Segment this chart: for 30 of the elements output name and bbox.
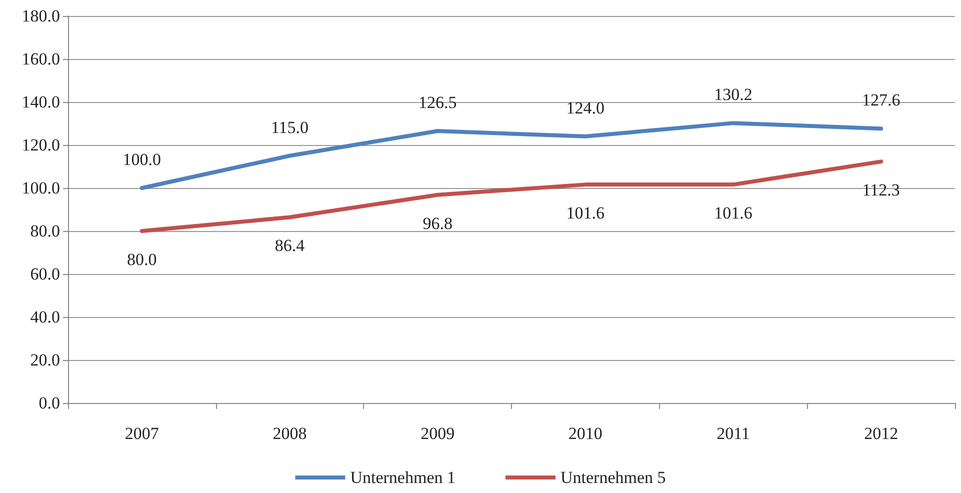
x-tick-label: 2012: [864, 424, 898, 443]
data-label: 96.8: [422, 214, 452, 233]
y-tick-label: 80.0: [30, 222, 60, 240]
y-tick-label: 20.0: [30, 350, 60, 370]
data-label: 127.6: [862, 90, 900, 110]
x-tick-label: 2007: [124, 424, 160, 443]
data-label: 80.0: [127, 250, 157, 269]
y-tick-label: 40.0: [30, 308, 60, 326]
y-tick-label: 180.0: [22, 6, 60, 26]
data-label: 126.5: [418, 93, 457, 112]
y-tick-label: 140.0: [22, 92, 60, 112]
data-label: 115.0: [270, 118, 309, 137]
data-label: 112.3: [862, 180, 900, 200]
data-label: 124.0: [566, 98, 605, 118]
legend-label: Unternehmen 1: [350, 468, 456, 487]
data-label: 130.2: [714, 85, 752, 104]
y-tick-label: 120.0: [22, 136, 60, 154]
data-label: 101.6: [714, 204, 752, 223]
y-tick-label: 0.0: [38, 394, 60, 412]
data-label: 100.0: [122, 150, 162, 169]
x-tick-label: 2011: [716, 424, 750, 443]
data-label: 101.6: [566, 204, 605, 223]
y-tick-label: 60.0: [30, 264, 60, 284]
y-tick-label: 100.0: [22, 178, 60, 198]
x-tick-label: 2010: [568, 424, 602, 443]
legend-label: Unternehmen 5: [560, 468, 666, 487]
data-label: 86.4: [274, 236, 306, 256]
x-tick-label: 2009: [420, 424, 455, 443]
x-tick-label: 2008: [272, 424, 307, 443]
y-tick-label: 160.0: [22, 50, 60, 68]
